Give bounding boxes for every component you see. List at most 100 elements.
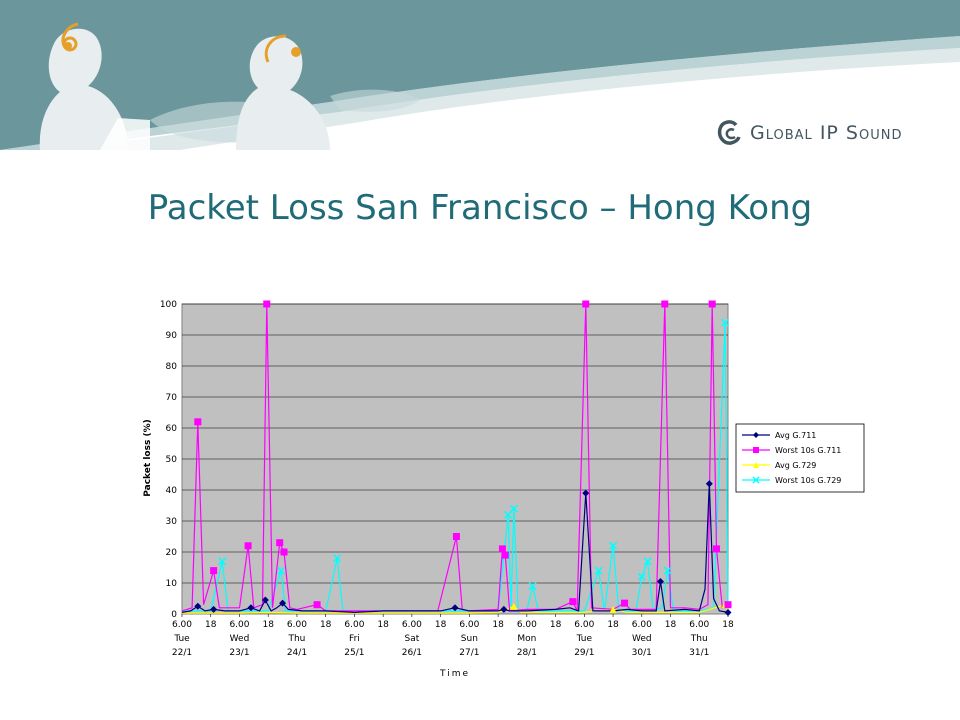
x-tick-date: 25/1 [344, 648, 364, 658]
x-tick-label: 18 [320, 620, 332, 630]
x-tick-day: Sat [405, 634, 420, 644]
data-point [582, 300, 590, 308]
data-point [663, 566, 672, 575]
x-tick-day: Fri [349, 634, 360, 644]
x-tick-date: 31/1 [689, 648, 709, 658]
data-point [656, 577, 664, 585]
x-tick-date: 30/1 [632, 648, 652, 658]
x-tick-label: 6.00 [459, 620, 479, 630]
x-tick-day: Wed [230, 634, 250, 644]
data-point [661, 300, 669, 308]
x-axis-title: Time [439, 669, 470, 679]
x-tick-label: 18 [492, 620, 504, 630]
y-tick-label: 40 [166, 486, 178, 496]
data-point [452, 533, 460, 540]
x-tick-date: 27/1 [459, 648, 479, 658]
data-point [279, 599, 287, 607]
data-point [194, 418, 202, 426]
gridlines [182, 303, 728, 584]
legend-label: Avg G.711 [775, 431, 816, 440]
data-point [621, 599, 629, 607]
data-point [752, 476, 760, 484]
x-tick-date: 29/1 [574, 648, 594, 658]
data-point [724, 608, 732, 616]
x-tick-label: 6.00 [229, 620, 249, 630]
x-tick-label: 18 [607, 620, 619, 630]
data-point [708, 300, 716, 308]
data-point [263, 300, 271, 308]
data-point [276, 539, 284, 547]
x-tick-date: 22/1 [172, 648, 192, 658]
y-tick-label: 70 [166, 393, 178, 403]
page-title: Packet Loss San Francisco – Hong Kong [147, 188, 813, 228]
x-tick-label: 18 [262, 620, 274, 630]
data-point [210, 605, 218, 613]
data-point [528, 582, 537, 591]
logo-text: Global IP Sound [750, 122, 903, 144]
data-point [498, 545, 506, 553]
x-tick-label: 6.00 [574, 620, 594, 630]
data-point [724, 601, 732, 609]
data-point [451, 604, 459, 612]
x-tick-date: 26/1 [402, 648, 422, 658]
data-point [594, 566, 603, 575]
data-point [721, 318, 730, 327]
x-tick-label: 6.00 [632, 620, 652, 630]
x-axis-ticks: 6.00 Tue 22/1 18 6.00 Wed 23/1 18 6.00 Thu 24/1 18 6… [172, 614, 734, 658]
company-logo: Global IP Sound [716, 116, 902, 150]
legend-label: Avg G.729 [775, 461, 816, 470]
data-point [313, 601, 321, 609]
data-point [713, 545, 721, 553]
data-point [247, 604, 255, 612]
data-point [753, 432, 759, 438]
y-tick-label: 50 [166, 455, 178, 465]
data-point [501, 551, 509, 559]
data-point [637, 572, 646, 581]
x-tick-day: Tue [576, 634, 593, 644]
y-tick-label: 30 [166, 517, 178, 527]
x-tick-label: 18 [665, 620, 677, 630]
x-tick-label: 18 [205, 620, 217, 630]
data-point [194, 602, 202, 610]
data-point [333, 554, 342, 563]
y-tick-label: 0 [171, 610, 177, 620]
x-tick-date: 28/1 [517, 648, 537, 658]
x-tick-day: Sun [461, 634, 478, 644]
data-point [753, 462, 759, 468]
x-tick-date: 23/1 [229, 648, 249, 658]
data-point [569, 598, 577, 606]
x-tick-label: 6.00 [287, 620, 307, 630]
x-tick-day: Thu [287, 634, 305, 644]
data-point [582, 489, 590, 497]
chart-legend: Avg G.711 Worst 10s G.711 Avg G.729 Worst 1… [735, 423, 865, 493]
y-tick-label: 10 [166, 579, 178, 589]
data-point [509, 504, 518, 513]
data-point [280, 548, 288, 556]
x-tick-label: 6.00 [689, 620, 709, 630]
legend-label: Worst 10s G.711 [775, 446, 841, 455]
x-tick-label: 6.00 [402, 620, 422, 630]
series-markers [194, 300, 732, 616]
x-tick-label: 18 [550, 620, 562, 630]
x-tick-label: 6.00 [172, 620, 192, 630]
y-tick-label: 60 [166, 424, 178, 434]
y-tick-label: 80 [166, 362, 178, 372]
x-tick-label: 6.00 [517, 620, 537, 630]
header-banner [0, 0, 960, 150]
x-tick-day: Mon [517, 634, 536, 644]
x-tick-label: 6.00 [344, 620, 364, 630]
x-tick-label: 18 [435, 620, 447, 630]
data-point [504, 510, 513, 519]
data-point [753, 447, 759, 453]
x-tick-label: 18 [377, 620, 389, 630]
legend-label: Worst 10s G.729 [775, 476, 841, 485]
data-point [643, 557, 652, 566]
y-tick-label: 100 [160, 300, 177, 310]
operator-headset-icon [236, 34, 330, 150]
data-point [609, 541, 618, 550]
x-tick-label: 18 [722, 620, 734, 630]
data-point [609, 605, 617, 613]
y-tick-label: 20 [166, 548, 178, 558]
x-tick-date: 24/1 [287, 648, 307, 658]
